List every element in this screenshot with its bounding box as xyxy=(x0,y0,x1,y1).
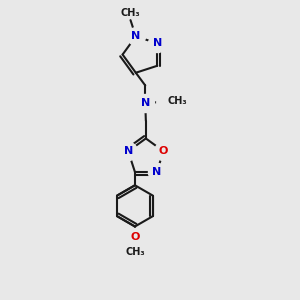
Text: CH₃: CH₃ xyxy=(167,96,187,106)
Text: CH₃: CH₃ xyxy=(121,8,140,18)
Text: N: N xyxy=(141,98,150,108)
Text: N: N xyxy=(152,167,161,177)
Text: N: N xyxy=(124,146,133,156)
Text: O: O xyxy=(159,146,168,156)
Text: O: O xyxy=(130,232,140,242)
Text: N: N xyxy=(131,31,140,41)
Text: CH₃: CH₃ xyxy=(125,247,145,257)
Text: N: N xyxy=(153,38,162,48)
